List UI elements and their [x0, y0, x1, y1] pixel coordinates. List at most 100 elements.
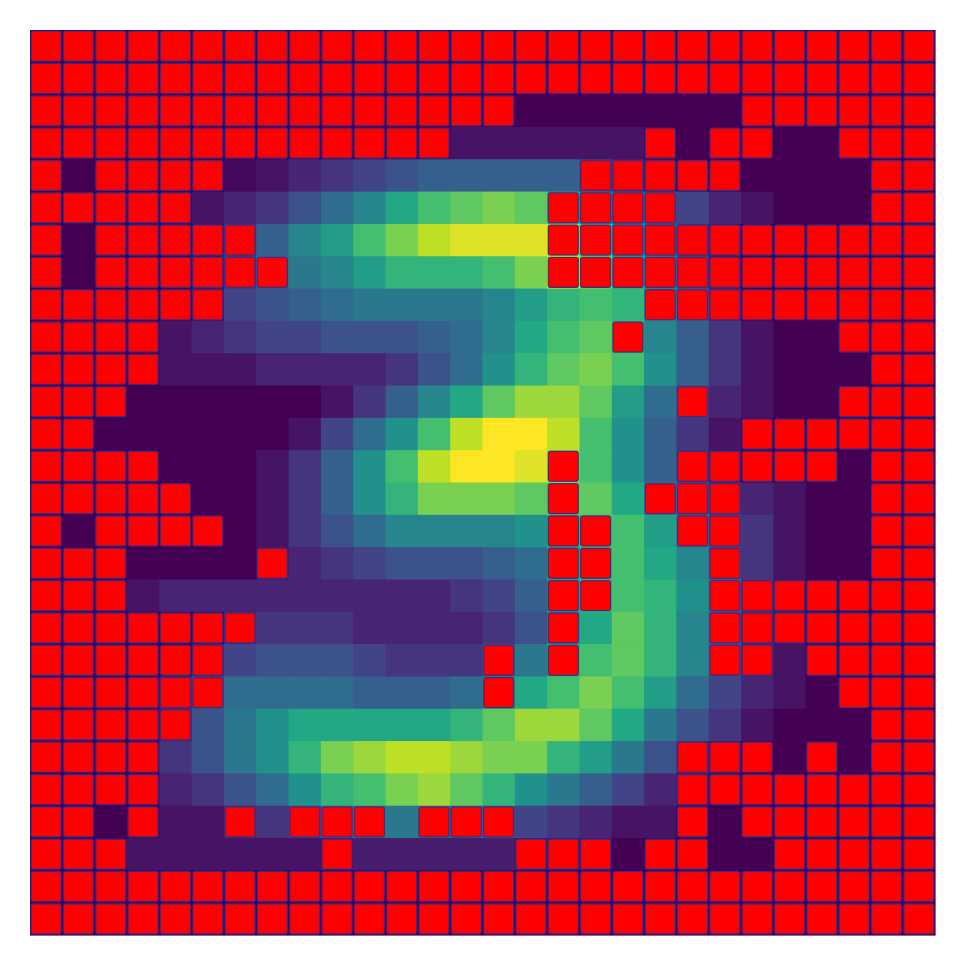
cell: [482, 450, 516, 484]
mask-cell: [773, 773, 806, 806]
cell: [385, 773, 419, 807]
mask-cell: [450, 30, 482, 62]
cell: [611, 450, 645, 484]
mask-cell: [62, 418, 95, 450]
mask-cell: [677, 741, 709, 773]
mask-cell: [677, 289, 709, 321]
mask-cell: [612, 159, 644, 192]
cell: [514, 385, 548, 419]
mask-cell: [741, 644, 773, 676]
mask-cell: [709, 515, 741, 547]
cell: [223, 514, 257, 548]
cell: [838, 514, 871, 548]
mask-cell: [95, 838, 127, 870]
mask-cell: [483, 677, 515, 709]
mask-cell: [62, 289, 95, 321]
cell: [385, 838, 419, 871]
mask-cell: [30, 30, 62, 62]
cell: [611, 417, 645, 451]
cell: [288, 288, 322, 322]
mask-cell: [30, 806, 62, 838]
mask-cell: [95, 224, 127, 256]
cell: [320, 385, 354, 419]
cell: [159, 320, 193, 354]
cell: [579, 708, 613, 742]
cell: [320, 223, 354, 257]
cell: [773, 126, 807, 160]
cell: [805, 385, 839, 419]
mask-cell: [644, 30, 676, 62]
cell: [256, 288, 290, 322]
mask-cell: [289, 903, 321, 935]
mask-cell: [127, 321, 159, 353]
cell: [579, 94, 613, 128]
cell: [773, 644, 807, 678]
cell: [385, 288, 419, 322]
cell: [482, 126, 516, 160]
cell: [450, 611, 484, 645]
cell: [320, 708, 354, 742]
mask-cell: [321, 30, 353, 62]
cell: [611, 579, 645, 613]
cell: [805, 353, 839, 387]
mask-cell: [127, 62, 159, 95]
cell: [611, 805, 645, 839]
mask-cell: [192, 289, 224, 321]
cell: [514, 159, 548, 193]
cell: [579, 482, 613, 516]
cell: [450, 838, 484, 871]
cell: [450, 741, 484, 774]
cell: [385, 547, 419, 581]
cell: [385, 708, 419, 742]
mask-cell: [418, 30, 450, 62]
mask-cell: [159, 870, 192, 903]
cell: [417, 159, 451, 193]
cell: [708, 94, 742, 128]
cell: [159, 805, 193, 839]
cell: [256, 579, 290, 613]
mask-cell: [62, 644, 95, 676]
mask-cell: [870, 773, 903, 806]
cell: [514, 353, 548, 387]
cell: [773, 385, 807, 419]
cell: [708, 708, 742, 742]
cell: [353, 708, 387, 742]
mask-cell: [62, 450, 95, 482]
mask-cell: [806, 870, 838, 903]
cell: [417, 741, 451, 774]
cell: [547, 676, 581, 710]
cell: [805, 126, 839, 160]
mask-cell: [62, 127, 95, 159]
cell: [353, 223, 387, 257]
cell: [256, 611, 290, 645]
mask-cell: [95, 709, 127, 741]
cell: [353, 320, 387, 354]
cell: [256, 353, 290, 387]
cell: [805, 482, 839, 516]
cell: [514, 579, 548, 613]
mask-cell: [95, 386, 127, 418]
mask-cell: [30, 95, 62, 127]
cell: [547, 708, 581, 742]
cell: [353, 450, 387, 484]
cell: [514, 417, 548, 451]
cell: [514, 611, 548, 645]
mask-cell: [95, 127, 127, 159]
mask-cell: [580, 547, 612, 579]
cell: [482, 288, 516, 322]
cell: [741, 482, 774, 516]
cell: [159, 838, 193, 871]
mask-cell: [838, 289, 870, 321]
mask-cell: [709, 127, 741, 159]
mask-cell: [30, 450, 62, 482]
cell: [320, 741, 354, 774]
cell: [320, 482, 354, 516]
cell: [191, 708, 225, 742]
cell: [482, 191, 516, 225]
mask-cell: [580, 62, 612, 95]
cell: [805, 676, 839, 710]
cell: [741, 708, 774, 742]
mask-cell: [515, 903, 547, 935]
mask-cell: [903, 62, 935, 95]
mask-cell: [903, 580, 935, 612]
